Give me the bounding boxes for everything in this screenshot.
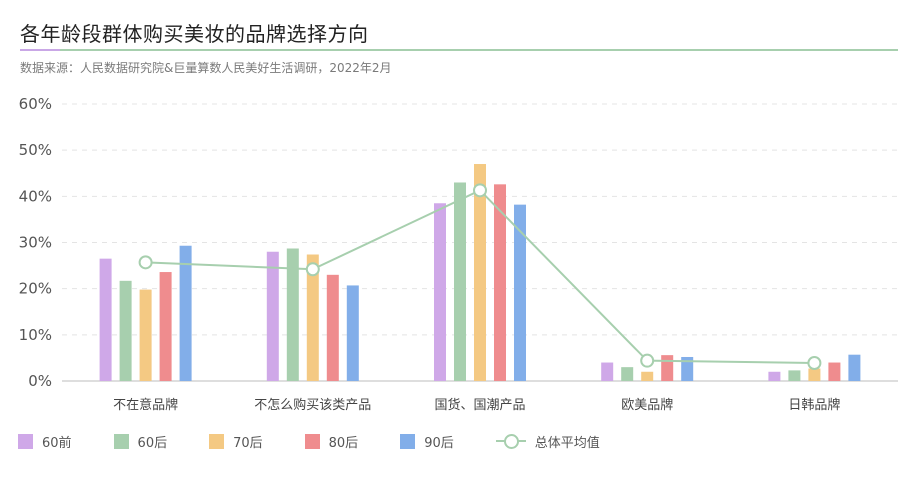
bar [119,280,132,381]
average-point [305,262,320,277]
legend-item-90hou[interactable]: 90后 [400,432,454,451]
y-tick-label: 50% [19,141,52,159]
legend-swatch-90hou [400,433,416,449]
bar [641,371,654,381]
legend-item-60qian[interactable]: 60前 [18,432,72,451]
x-tick-label: 欧美品牌 [621,397,673,413]
average-point [138,255,153,270]
y-tick-label: 20% [19,280,52,298]
bar [179,245,192,381]
bar [434,203,446,381]
chart-legend: 60前 60后 70后 80后 90后 总体平均值 [18,430,642,452]
y-tick-label: 10% [19,326,52,344]
average-point [473,183,487,198]
x-tick-label: 国货、国潮产品 [434,397,525,413]
bar [681,356,694,381]
legend-item-60hou[interactable]: 60后 [113,432,168,451]
bar [661,355,674,381]
bar [848,354,861,381]
bar [474,164,486,381]
legend-swatch-70hou [209,433,225,449]
legend-swatch-80hou [304,433,320,449]
y-tick-label: 40% [19,187,52,205]
bar [808,368,821,381]
y-tick-label: 0% [28,372,52,390]
legend-item-70hou[interactable]: 70后 [209,432,263,451]
bar [266,251,279,381]
bar [326,274,339,381]
chart-title: 各年龄段群体购买美妆的品牌选择方向 [20,22,369,46]
bar [768,371,781,381]
x-tick-label: 日韩品牌 [788,397,840,413]
legend-label-90hou: 90后 [424,435,454,451]
bar [306,254,319,381]
legend-item-average[interactable]: 总体平均值 [495,432,600,451]
legend-item-80hou[interactable]: 80后 [304,432,359,451]
legend-label-80hou: 80后 [328,435,359,451]
bar [601,362,614,381]
chart-subtitle: 数据来源：人民数据研究院&巨量算数人民美好生活调研，2022年2月 [20,61,392,75]
bar [99,258,112,381]
average-point [807,355,822,370]
bar [139,289,152,381]
y-tick-label: 30% [19,234,52,252]
y-tick-label: 60% [19,95,52,113]
bar [788,370,801,381]
average-point [640,353,655,368]
bar [346,285,359,381]
legend-label-70hou: 70后 [233,435,263,451]
bar [514,204,526,381]
x-tick-label: 不怎么购买该类产品 [254,397,371,413]
legend-label-60hou: 60后 [137,435,168,451]
legend-swatch-60qian [18,433,33,449]
bar [621,367,634,381]
legend-label-60qian: 60前 [42,435,72,451]
title-underline [20,49,898,51]
bar [494,184,506,381]
legend-label-average: 总体平均值 [534,435,600,451]
bar [454,182,466,381]
legend-line-marker-icon [495,433,526,449]
legend-swatch-60hou [113,433,129,449]
bar [828,362,841,381]
bar [159,272,172,381]
title-underline-accent [20,49,60,51]
bar [286,248,299,381]
x-tick-label: 不在意品牌 [113,397,178,413]
